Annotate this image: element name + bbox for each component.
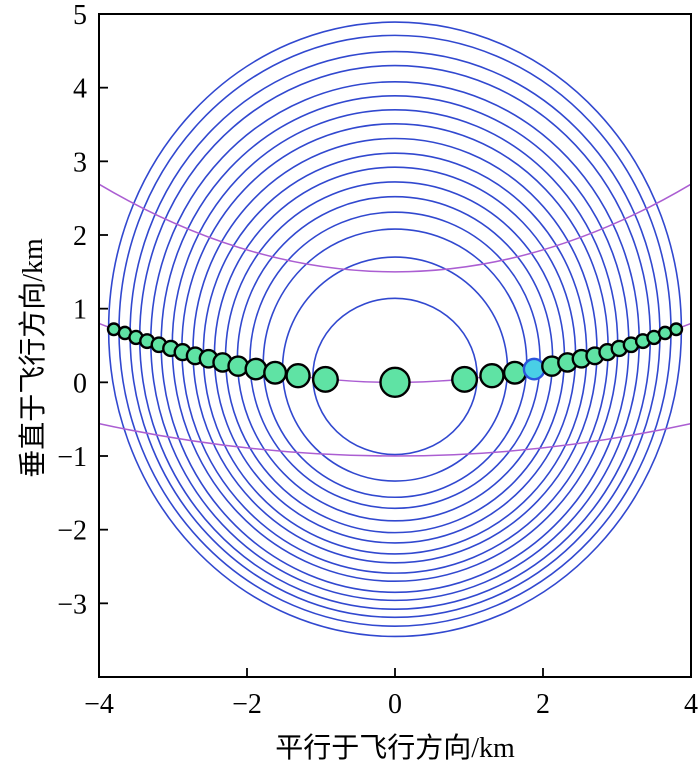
x-tick-label: 4 xyxy=(684,689,698,720)
iso-range-ring xyxy=(236,195,554,522)
x-tick-label: −2 xyxy=(232,689,262,720)
iso-range-ring xyxy=(192,137,598,564)
x-tick-label: 2 xyxy=(536,689,550,720)
satellite-position-marker xyxy=(502,360,527,385)
iso-doppler-curve xyxy=(98,183,692,273)
y-tick-label: 0 xyxy=(73,368,87,399)
satellite-position-marker xyxy=(479,363,505,389)
iso-range-ring xyxy=(138,64,652,611)
satellite-position-marker xyxy=(311,365,339,393)
y-tick-label: 4 xyxy=(73,74,87,105)
y-tick-label: 1 xyxy=(73,295,87,326)
x-axis-title: 平行于飞行方向/km xyxy=(275,733,515,763)
y-tick-label: 2 xyxy=(73,221,87,252)
iso-range-ring xyxy=(160,94,630,594)
satellite-position-marker xyxy=(669,322,684,337)
y-tick-label: −1 xyxy=(57,442,87,473)
x-tick-label: −4 xyxy=(84,689,114,720)
satellite-position-marker xyxy=(244,357,268,381)
x-tick-label: 0 xyxy=(388,689,402,720)
iso-range-ring xyxy=(171,108,619,583)
iso-range-ring xyxy=(202,152,588,555)
y-tick-label: −2 xyxy=(57,516,87,547)
iso-range-ring xyxy=(181,122,609,574)
satellite-position-marker xyxy=(285,363,311,389)
iso-range-ring xyxy=(224,181,566,534)
satellite-position-marker xyxy=(379,366,411,399)
iso-doppler-curve xyxy=(98,422,692,457)
iso-range-ring xyxy=(262,228,528,499)
highlighted-position-marker xyxy=(522,357,546,381)
y-axis-title: 垂直于飞行方向/km xyxy=(18,238,49,478)
y-tick-label: 5 xyxy=(73,0,87,31)
satellite-position-marker xyxy=(451,365,479,393)
y-tick-label: 3 xyxy=(73,147,87,178)
y-tick-label: −3 xyxy=(57,589,87,620)
iso-range-ring xyxy=(213,166,577,544)
satellite-position-marker xyxy=(227,355,249,377)
satellite-position-marker xyxy=(263,360,288,385)
iso-range-ring xyxy=(150,80,640,602)
